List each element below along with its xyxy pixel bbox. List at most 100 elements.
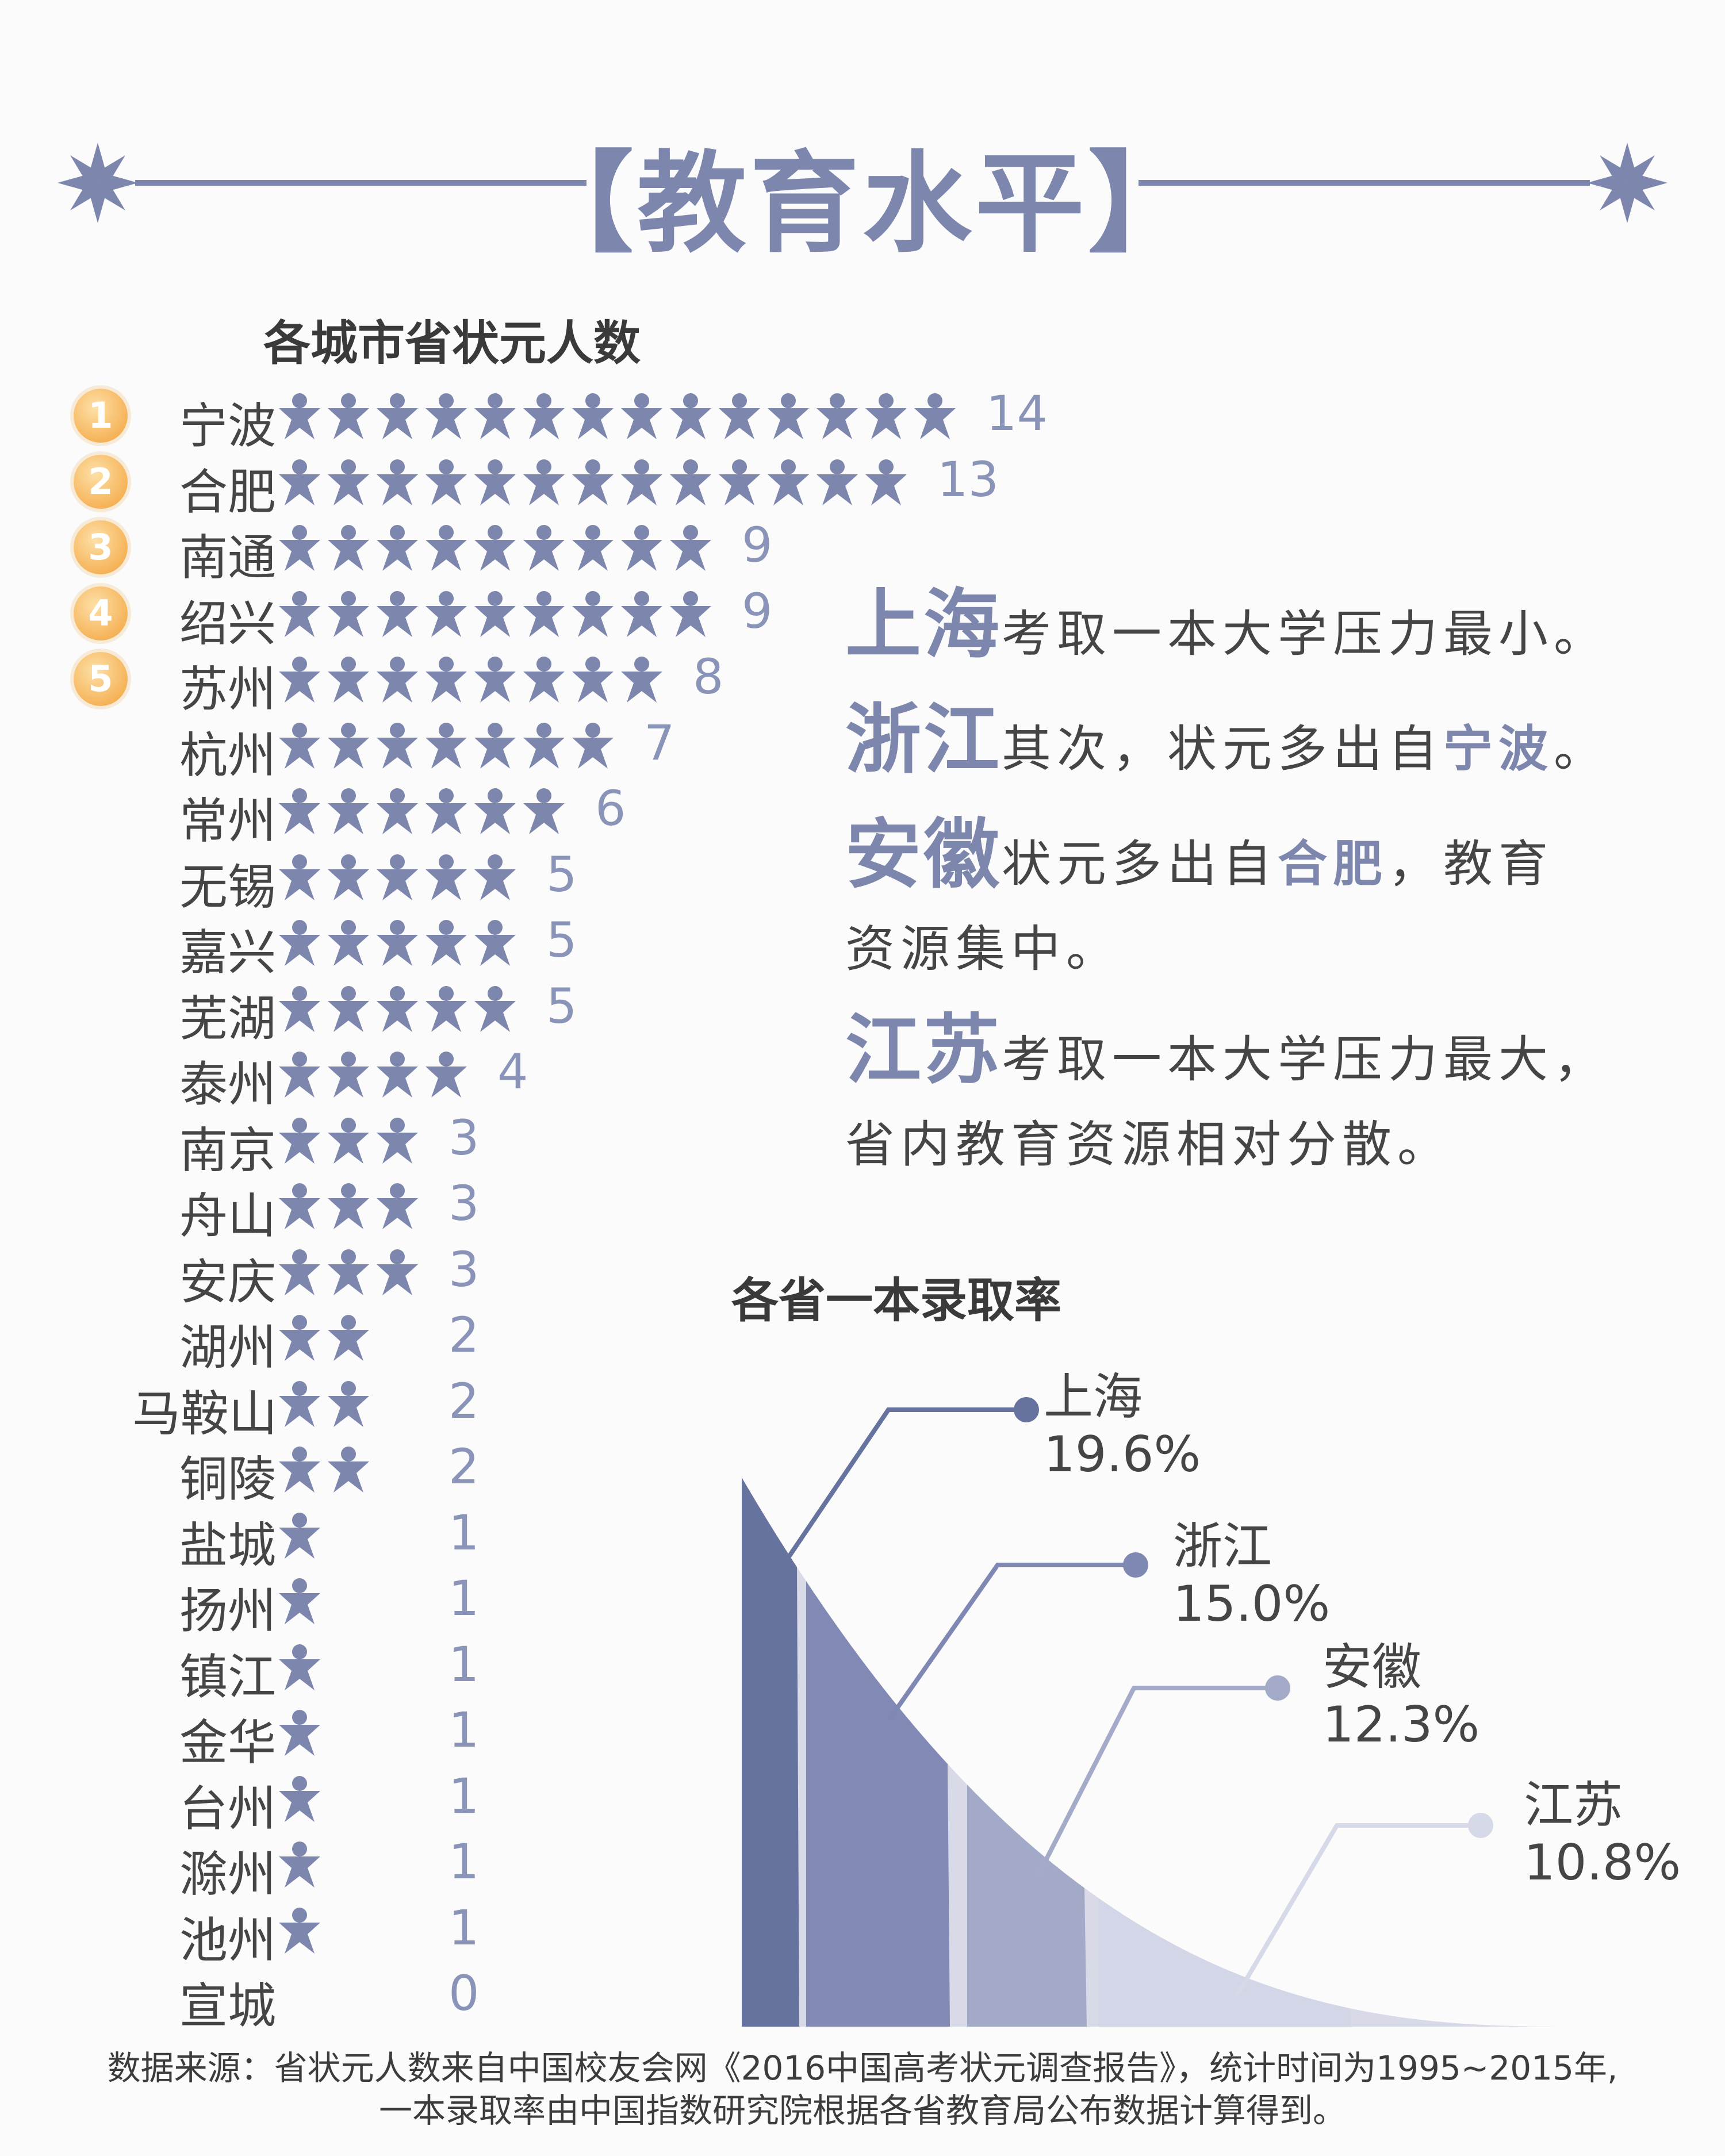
person-icon <box>276 1444 323 1494</box>
person-icon <box>276 1313 323 1362</box>
person-icon <box>276 589 323 638</box>
person-icon <box>618 523 665 572</box>
footer: 数据来源：省状元人数来自中国校友会网《2016中国高考状元调查报告》，统计时间为… <box>0 2047 1725 2132</box>
person-icon <box>276 1247 323 1296</box>
leader-dot <box>1265 1675 1290 1701</box>
person-icon <box>423 391 470 440</box>
person-icon <box>276 1774 323 1823</box>
person-icon <box>814 457 861 507</box>
count-label: 8 <box>693 649 724 705</box>
pictograph-chart: 1 宁波 14 2 合肥 13 3 南通 9 4 绍兴 9 5 苏州 8 杭州 7 常州 6 无锡 5 嘉兴 5 芜湖 5 泰州 4… <box>0 0 1048 2156</box>
count-label: 2 <box>448 1307 480 1363</box>
person-icon <box>471 852 519 901</box>
city-row: 芜湖 5 <box>0 978 862 1047</box>
count-label: 5 <box>546 846 577 903</box>
city-row: 铜陵 2 <box>0 1438 862 1507</box>
person-icon <box>667 523 714 572</box>
rate-area <box>742 1478 1575 2027</box>
person-icon <box>374 589 421 638</box>
rate-value: 10.8% <box>1524 1834 1681 1892</box>
person-icon <box>569 654 616 704</box>
city-row: 盐城 1 <box>0 1504 862 1574</box>
person-icon <box>276 523 323 572</box>
city-label: 滁州 <box>179 1846 276 1902</box>
person-icon <box>276 786 323 835</box>
person-icon <box>667 457 714 507</box>
person-icon <box>862 457 910 507</box>
rate-value: 19.6% <box>1044 1426 1201 1483</box>
commentary-text: 其次，状元多出自 <box>1002 720 1443 778</box>
province-label: 上海 <box>1044 1368 1143 1426</box>
person-icon <box>618 589 665 638</box>
person-icon <box>325 984 372 1033</box>
city-label: 马鞍山 <box>132 1385 278 1442</box>
commentary-line-2: 浙江其次，状元多出自宁波。 <box>845 678 1609 788</box>
person-icon <box>716 457 763 507</box>
leader-line <box>1036 1686 1278 1876</box>
person-icon <box>716 391 763 440</box>
person-icon <box>374 852 421 901</box>
count-label: 1 <box>448 1504 480 1561</box>
city-row: 杭州 7 <box>0 714 862 784</box>
person-icon <box>471 720 519 770</box>
person-icon <box>520 786 568 835</box>
city-label: 苏州 <box>179 661 276 718</box>
city-row: 泰州 4 <box>0 1044 862 1112</box>
city-label: 杭州 <box>179 727 276 784</box>
count-label: 9 <box>742 582 773 639</box>
city-label: 宣城 <box>179 1978 276 2034</box>
city-label: 嘉兴 <box>179 924 276 981</box>
city-row: 嘉兴 5 <box>0 912 862 981</box>
province-name: 江苏 <box>845 1006 1002 1095</box>
city-label: 舟山 <box>179 1188 276 1244</box>
person-icon <box>569 589 616 638</box>
person-icon <box>276 1181 323 1230</box>
count-label: 3 <box>448 1175 480 1232</box>
person-icon <box>423 589 470 638</box>
province-label: 江苏 <box>1524 1777 1623 1834</box>
count-label: 13 <box>937 451 999 508</box>
rate-bar-江苏 <box>1098 1898 1351 2027</box>
city-label: 南京 <box>179 1122 276 1179</box>
leader-line <box>1234 1823 1481 1998</box>
person-icon <box>374 984 421 1033</box>
person-icon <box>325 720 372 770</box>
person-icon <box>765 391 812 440</box>
count-label: 3 <box>448 1109 480 1166</box>
rank-badge: 4 <box>74 586 128 640</box>
city-row: 1 宁波 14 <box>0 385 1048 454</box>
person-icon <box>276 654 323 704</box>
city-row: 台州 1 <box>0 1768 862 1837</box>
count-label: 7 <box>644 714 675 771</box>
city-label: 泰州 <box>179 1056 276 1112</box>
count-label: 14 <box>986 385 1048 442</box>
header: 【教育水平】 <box>0 0 1725 276</box>
rank-badge: 1 <box>74 389 128 443</box>
rate-chart-title: 各省一本录取率 <box>731 1273 1062 1328</box>
person-icon <box>423 786 470 835</box>
snowflake-icon <box>1587 143 1667 223</box>
pictograph-title: 各城市省状元人数 <box>263 316 641 371</box>
city-label: 铜陵 <box>179 1451 276 1507</box>
count-label: 0 <box>448 1965 480 2021</box>
city-label: 池州 <box>179 1912 276 1969</box>
person-icon <box>276 1115 323 1165</box>
city-label: 安庆 <box>179 1253 276 1310</box>
person-icon <box>423 457 470 507</box>
person-icon <box>618 654 665 704</box>
rate-value: 12.3% <box>1322 1696 1480 1754</box>
person-icon <box>520 589 568 638</box>
snowflake-icon <box>57 143 138 223</box>
footer-source-line-1: 数据来源：省状元人数来自中国校友会网《2016中国高考状元调查报告》，统计时间为… <box>107 2048 1618 2088</box>
person-icon <box>325 1181 372 1230</box>
person-icon <box>520 457 568 507</box>
city-row: 4 绍兴 9 <box>0 582 862 652</box>
person-icon <box>325 523 372 572</box>
person-icon <box>471 589 519 638</box>
person-icon <box>423 523 470 572</box>
person-icon <box>423 1049 470 1099</box>
city-row: 舟山 3 <box>0 1175 862 1244</box>
rate-chart: 上海 19.6% 浙江 15.0% 安徽 12.3% 江苏 10.8% <box>719 1253 1708 2047</box>
person-icon <box>325 589 372 638</box>
highlight-city: 合肥 <box>1278 835 1388 893</box>
